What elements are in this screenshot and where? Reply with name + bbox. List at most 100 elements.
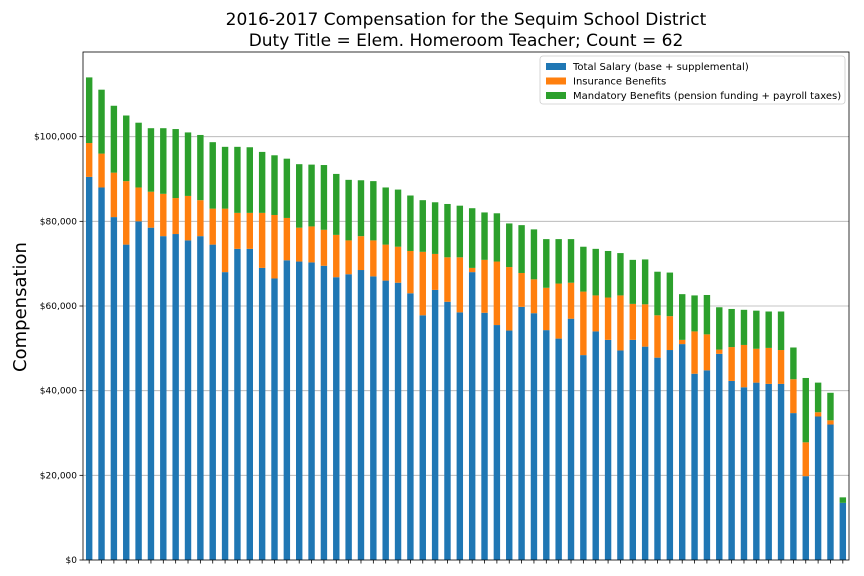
bar-segment-series-3 <box>617 253 624 296</box>
bar-segment-series-1 <box>506 330 513 560</box>
bar-segment-series-3 <box>357 180 365 237</box>
y-tick-label: $40,000 <box>40 387 77 397</box>
bar-segment-series-3 <box>506 223 513 268</box>
bar-segment-series-1 <box>827 424 834 560</box>
bar-segment-series-2 <box>765 347 772 384</box>
bar-segment-series-2 <box>679 339 686 345</box>
bar-segment-series-1 <box>604 339 612 560</box>
bar-segment-series-2 <box>468 267 476 273</box>
bar-segment-series-1 <box>493 325 501 560</box>
bar-segment-series-1 <box>296 261 303 560</box>
bar-segment-series-1 <box>555 338 562 560</box>
bar-segment-series-1 <box>370 276 377 560</box>
bar-segment-series-2 <box>530 279 538 314</box>
bar-segment-series-1 <box>419 315 426 560</box>
bar-segment-series-2 <box>518 272 525 307</box>
bar-segment-series-2 <box>493 261 501 326</box>
bar-segment-series-2 <box>456 257 464 313</box>
bar-segment-series-1 <box>135 221 142 560</box>
bar-segment-series-2 <box>431 253 439 290</box>
bar-segment-series-3 <box>221 146 229 209</box>
bar-segment-series-1 <box>481 312 488 560</box>
bar-segment-series-1 <box>357 270 365 560</box>
bar-segment-series-2 <box>221 208 229 273</box>
bar-segment-series-1 <box>98 187 105 560</box>
bar-segment-series-1 <box>345 274 352 560</box>
bar-segment-series-3 <box>814 382 822 413</box>
bar-segment-series-1 <box>85 176 93 560</box>
bar-segment-series-2 <box>333 234 340 278</box>
bar-segment-series-2 <box>728 347 735 381</box>
bar-segment-series-3 <box>728 308 735 348</box>
bar-segment-series-3 <box>592 248 599 296</box>
bar-segment-series-3 <box>296 164 303 228</box>
bar-segment-series-3 <box>555 239 562 284</box>
bar-segment-series-1 <box>184 240 192 560</box>
bar-segment-series-3 <box>271 155 278 215</box>
legend-entry: Insurance Benefits <box>573 77 666 88</box>
bar-segment-series-3 <box>394 189 402 247</box>
bar-segment-series-3 <box>258 151 266 213</box>
bar-segment-series-3 <box>753 310 760 349</box>
bar-segment-series-3 <box>827 392 834 421</box>
bar-segment-series-1 <box>654 357 661 560</box>
bar-segment-series-2 <box>543 287 550 331</box>
bar-segment-series-2 <box>617 295 624 351</box>
bar-segment-series-3 <box>407 195 414 251</box>
bar-segment-series-2 <box>506 267 513 331</box>
y-tick-label: $100,000 <box>34 133 77 143</box>
legend-swatch <box>546 92 566 99</box>
bar-segment-series-1 <box>221 272 229 560</box>
bar-segment-series-1 <box>666 350 674 560</box>
bar-segment-series-3 <box>333 173 340 235</box>
bar-segment-series-1 <box>271 278 278 560</box>
bar-segment-series-2 <box>481 259 488 313</box>
bar-segment-series-3 <box>839 497 847 503</box>
bar-segment-series-2 <box>85 143 93 177</box>
bar-segment-series-2 <box>172 198 179 235</box>
bar-segment-series-2 <box>407 250 414 294</box>
bar-segment-series-2 <box>258 212 266 268</box>
bar-segment-series-3 <box>382 187 389 245</box>
bar-segment-series-2 <box>419 251 426 316</box>
bar-segment-series-1 <box>691 373 698 560</box>
bar-segment-series-1 <box>790 413 797 560</box>
bar-segment-series-1 <box>716 353 723 560</box>
bar-segment-series-3 <box>543 239 550 288</box>
y-tick-label: $0 <box>66 556 78 566</box>
bar-segment-series-2 <box>209 208 216 245</box>
bar-segment-series-2 <box>777 350 785 384</box>
bar-segment-series-3 <box>197 134 204 201</box>
bar-segment-series-2 <box>246 212 253 249</box>
bar-segment-series-3 <box>790 347 797 380</box>
bar-segment-series-3 <box>85 77 93 144</box>
chart-title-line-1: 2016-2017 Compensation for the Sequim Sc… <box>226 10 707 30</box>
bar-segment-series-1 <box>394 282 402 560</box>
bar-segment-series-2 <box>641 304 649 347</box>
bar-segment-series-1 <box>456 312 464 560</box>
bar-segment-series-3 <box>184 132 192 196</box>
bar-segment-series-3 <box>629 259 636 304</box>
bar-segment-series-1 <box>407 293 414 560</box>
bar-segment-series-3 <box>320 165 328 230</box>
bar-segment-series-2 <box>98 153 105 188</box>
bar-segment-series-1 <box>197 236 204 560</box>
bar-segment-series-3 <box>456 205 464 258</box>
bar-segment-series-3 <box>740 309 748 345</box>
bar-segment-series-1 <box>814 416 822 560</box>
bar-segment-series-3 <box>98 89 105 154</box>
bar-segment-series-3 <box>765 311 772 348</box>
bar-segment-series-2 <box>666 316 674 351</box>
bar-segment-series-2 <box>110 172 118 218</box>
bar-segment-series-1 <box>147 227 155 560</box>
bar-segment-series-3 <box>802 377 809 443</box>
bar-segment-series-1 <box>580 355 587 560</box>
bar-segment-series-3 <box>493 213 501 262</box>
bar-segment-series-1 <box>123 244 130 560</box>
y-tick-label: $20,000 <box>40 471 77 481</box>
bar-segment-series-3 <box>716 307 723 350</box>
bar-segment-series-1 <box>629 339 636 560</box>
bar-segment-series-3 <box>691 295 698 332</box>
bar-segment-series-1 <box>258 267 266 560</box>
bar-segment-series-3 <box>147 128 155 192</box>
